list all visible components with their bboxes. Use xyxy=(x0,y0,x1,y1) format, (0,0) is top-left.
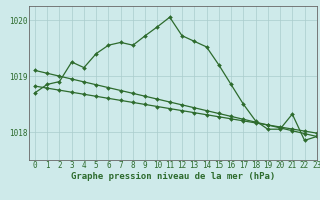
X-axis label: Graphe pression niveau de la mer (hPa): Graphe pression niveau de la mer (hPa) xyxy=(71,172,275,181)
